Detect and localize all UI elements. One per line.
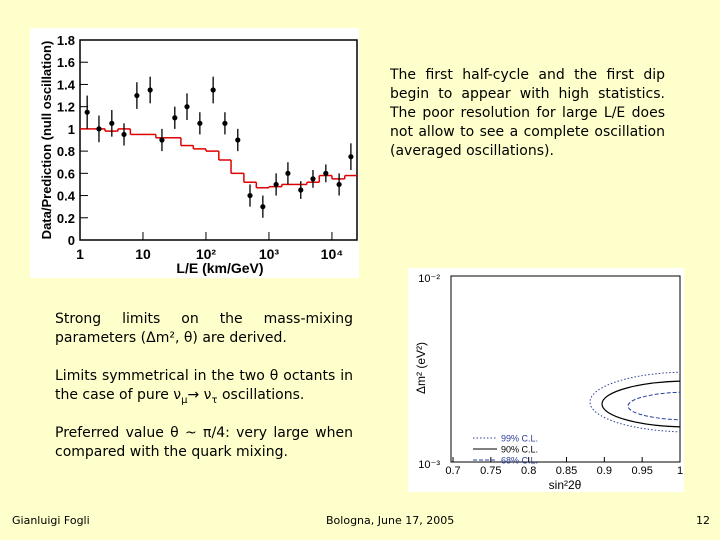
data-point [222, 120, 228, 126]
data-point [159, 137, 165, 143]
text: μ [181, 394, 188, 406]
y-axis-label: Data/Prediction (null oscillation) [39, 41, 54, 240]
y-tick-label: 1.8 [57, 33, 75, 48]
data-point [310, 176, 316, 182]
data-point [260, 204, 266, 210]
data-point [298, 187, 304, 193]
y-tick-label: 1.2 [57, 100, 75, 115]
y-tick-label: 0.8 [57, 144, 75, 159]
data-point [121, 131, 127, 138]
contours [589, 371, 680, 433]
paragraph: Preferred value θ ~ π/4: very large when… [55, 425, 353, 460]
y-tick-label: 10⁻² [418, 273, 440, 285]
x-tick-label: 0.9 [597, 465, 612, 477]
x-axis-label: sin²2θ [549, 478, 582, 492]
y-tick-label: 0.2 [57, 211, 75, 226]
x-tick-label: 10² [196, 246, 217, 262]
data-point [348, 154, 354, 160]
figure-bg [408, 268, 684, 492]
x-tick-label: 10⁴ [321, 246, 344, 262]
data-point [273, 181, 279, 188]
legend-label: 90% C.L. [501, 445, 538, 455]
data-point [184, 104, 190, 110]
data-point [84, 109, 90, 115]
text: τ [211, 394, 218, 406]
data-point [323, 170, 329, 176]
plot-frame [79, 39, 358, 241]
plot-frame [450, 275, 681, 463]
data-point [210, 87, 216, 93]
y-tick-label: 0 [68, 233, 75, 248]
data-point [336, 181, 342, 188]
x-tick-label: 0.75 [480, 465, 501, 477]
x-tick-label: 0.85 [556, 465, 577, 477]
contour-90 [601, 380, 680, 428]
text: Limits symmetrical in the two θ octants … [55, 368, 353, 403]
y-tick-label: 1.4 [57, 77, 76, 92]
data-point [134, 92, 140, 99]
x-tick-label: 10 [135, 246, 151, 262]
x-tick-label: 1 [76, 246, 84, 262]
y-tick-label: 0.4 [57, 189, 76, 204]
footer-author: Gianluigi Fogli [12, 514, 90, 527]
text: → ν [187, 387, 212, 403]
footer-venue: Bologna, June 17, 2005 [326, 514, 455, 527]
data-point [172, 115, 178, 121]
x-axis-label: L/E (km/GeV) [176, 260, 263, 276]
paragraph: Limits symmetrical in the two θ octants … [55, 367, 353, 410]
data-point [247, 192, 253, 199]
x-tick-label: 0.8 [521, 465, 536, 477]
x-tick-label: 10³ [259, 246, 280, 262]
y-tick-label: 10⁻³ [418, 459, 440, 471]
data-point [235, 137, 241, 143]
x-tick-label: 0.95 [631, 465, 652, 477]
y-tick-label: 1.6 [57, 55, 75, 70]
intro-text: The first half-cycle and the first dip b… [390, 67, 665, 159]
y-tick-label: 0.6 [57, 166, 75, 181]
data-point [96, 126, 102, 132]
data-point [285, 170, 291, 176]
data-point [109, 120, 115, 126]
paragraph: Strong limits on the mass-mixing paramet… [55, 311, 353, 346]
text: oscillations. [217, 387, 305, 403]
x-tick-label: 1 [677, 465, 683, 477]
page-number: 12 [696, 514, 710, 527]
y-tick-label: 1 [68, 122, 75, 137]
figure-bg [30, 28, 359, 278]
legend-label: 68% C.L. [501, 456, 538, 466]
data-point [147, 87, 153, 93]
data-point [197, 120, 203, 126]
x-tick-label: 0.7 [445, 465, 460, 477]
y-axis-label: Δm² (eV²) [414, 342, 428, 394]
legend-label: 99% C.L. [501, 434, 538, 444]
